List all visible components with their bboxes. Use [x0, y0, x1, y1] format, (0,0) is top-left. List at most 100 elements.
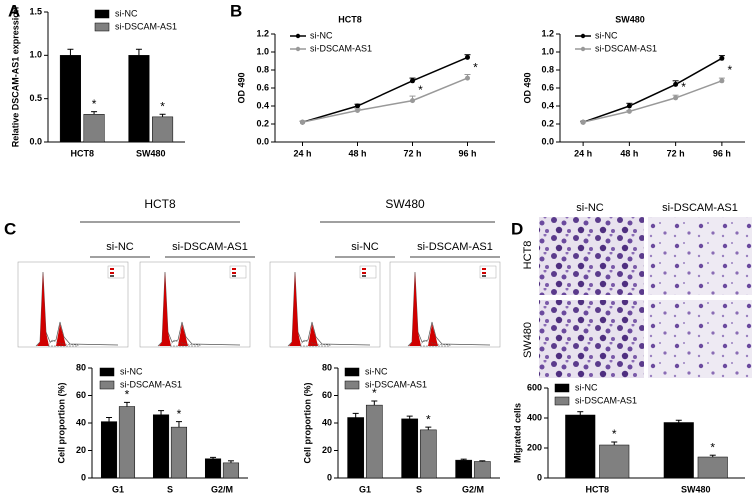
y-tick-label: 0.4 — [541, 100, 554, 110]
panel-letter: D — [511, 219, 523, 238]
y-tick-label: 0 — [537, 472, 542, 482]
legend-swatch — [94, 22, 110, 32]
y-tick-label: 20 — [322, 445, 332, 455]
y-tick-label: 0.0 — [29, 136, 42, 146]
y-tick-label: 60 — [322, 390, 332, 400]
panel-letter: B — [230, 1, 242, 20]
legend-swatch — [554, 396, 570, 406]
significance-marker: * — [372, 386, 377, 400]
y-tick-label: 0.0 — [541, 136, 554, 146]
bar — [118, 406, 136, 479]
x-tick-label: S — [416, 484, 422, 494]
y-tick-label: 0 — [81, 472, 86, 482]
chart-title: HCT8 — [144, 197, 176, 211]
flow-histogram — [17, 261, 129, 348]
bar — [222, 462, 240, 479]
line — [302, 77, 468, 123]
legend-label: si-NC — [575, 382, 598, 392]
significance-marker: * — [177, 407, 182, 421]
y-tick-label: 1.2 — [256, 28, 269, 38]
x-tick-label: 24 h — [293, 148, 311, 158]
micrograph — [539, 300, 644, 378]
micrograph — [648, 300, 752, 378]
line — [582, 57, 723, 123]
y-axis-label: Cell proportion (%) — [56, 383, 66, 464]
legend-marker — [580, 33, 586, 39]
significance-marker: * — [612, 427, 617, 441]
y-tick-label: 0.0 — [256, 136, 269, 146]
bar — [365, 404, 383, 479]
x-tick-label: G1 — [112, 484, 124, 494]
legend-label: si-DSCAM-AS1 — [575, 395, 637, 405]
y-tick-label: 200 — [527, 442, 542, 452]
point — [355, 108, 360, 113]
y-tick-label: 40 — [76, 417, 86, 427]
y-tick-label: 1.2 — [541, 28, 554, 38]
bar — [59, 55, 81, 143]
y-axis-label: Cell proportion (%) — [302, 383, 312, 464]
y-tick-label: 0.5 — [29, 93, 42, 103]
column-label: si-NC — [576, 202, 604, 214]
legend-swatch — [94, 9, 110, 19]
significance-marker: * — [473, 60, 478, 74]
y-axis-label: Relative DSCAM-AS1 expression — [10, 7, 20, 148]
legend-label: si-NC — [115, 8, 138, 18]
point — [626, 108, 632, 114]
row-label: SW480 — [522, 322, 534, 358]
panel-letter: A — [8, 1, 20, 20]
legend-swatch — [99, 367, 115, 377]
y-tick-label: 80 — [76, 362, 86, 372]
bar — [697, 456, 728, 479]
legend-marker — [580, 46, 586, 52]
point — [300, 119, 305, 125]
x-tick-label: HCT8 — [585, 484, 609, 494]
y-tick-label: 1.0 — [29, 50, 42, 60]
y-axis-label: OD 490 — [522, 72, 532, 103]
x-tick-label: SW480 — [681, 484, 711, 494]
bar — [347, 417, 365, 479]
bar — [599, 444, 630, 479]
y-tick-label: 400 — [527, 412, 542, 422]
chart-title: HCT8 — [338, 14, 362, 24]
x-tick-label: G2/M — [462, 484, 484, 494]
significance-marker: * — [160, 99, 165, 113]
legend-swatch — [554, 383, 570, 393]
legend-label: si-DSCAM-AS1 — [310, 43, 372, 53]
group-label: si-NC — [106, 241, 134, 253]
significance-marker: * — [125, 388, 130, 402]
legend-swatch — [344, 367, 360, 377]
x-tick-label: 72 h — [403, 148, 421, 158]
y-tick-label: 60 — [76, 390, 86, 400]
significance-marker: * — [418, 83, 423, 97]
bar — [204, 458, 222, 479]
panel-letter: C — [4, 219, 16, 238]
y-tick-label: 0.2 — [256, 118, 269, 128]
x-tick-label: 72 h — [667, 148, 685, 158]
bar — [170, 426, 188, 479]
point — [719, 78, 725, 84]
y-tick-label: 1.5 — [29, 6, 42, 16]
y-tick-label: 600 — [527, 382, 542, 392]
bar — [455, 459, 473, 479]
bar — [152, 414, 170, 479]
point — [410, 98, 415, 104]
y-tick-label: 0.4 — [256, 100, 269, 110]
x-tick-label: S — [167, 484, 173, 494]
y-tick-label: 0.6 — [256, 82, 269, 92]
y-tick-label: 80 — [322, 362, 332, 372]
legend-marker — [295, 33, 301, 39]
point — [465, 54, 470, 60]
bar — [128, 55, 150, 143]
legend-marker — [295, 46, 301, 52]
x-tick-label: G1 — [359, 484, 371, 494]
point — [465, 75, 470, 81]
point — [626, 103, 632, 109]
group-label: si-DSCAM-AS1 — [417, 241, 493, 253]
y-tick-label: 0.6 — [541, 82, 554, 92]
legend-label: si-NC — [120, 366, 143, 376]
x-tick-label: 24 h — [574, 148, 592, 158]
point — [673, 81, 679, 87]
bar — [565, 414, 596, 479]
legend-swatch — [99, 380, 115, 390]
